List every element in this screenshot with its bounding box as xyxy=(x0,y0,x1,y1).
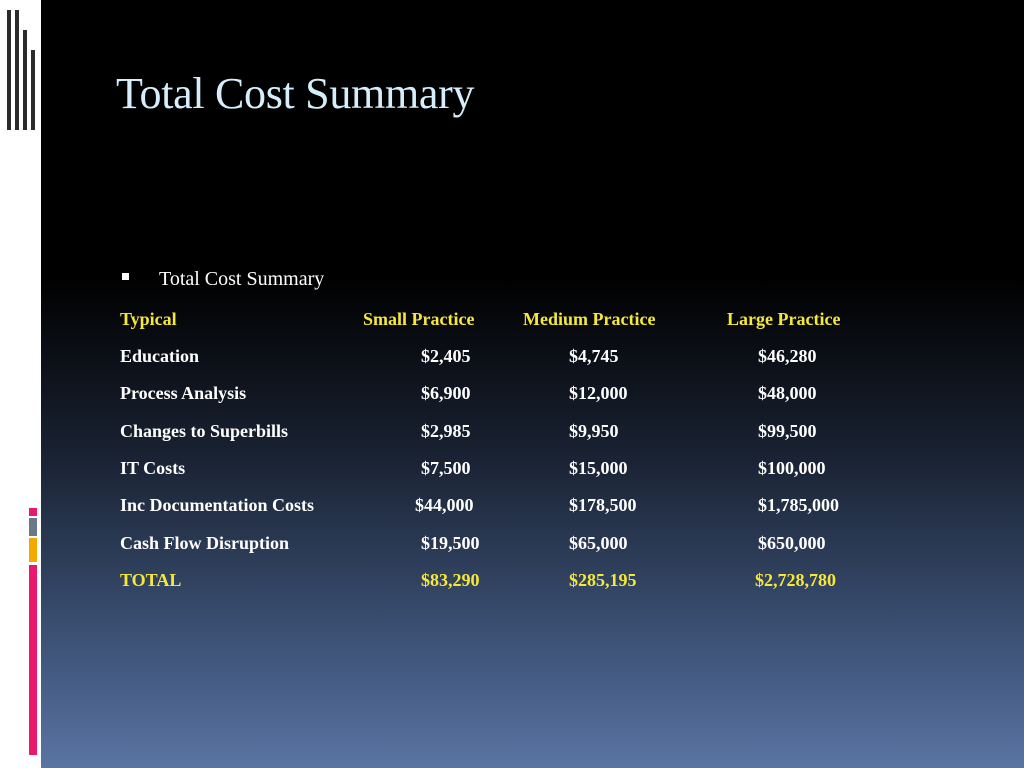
row-large: $650,000 xyxy=(758,533,826,553)
cost-table: Typical Small Practice Medium Practice L… xyxy=(41,0,1024,768)
row-label: Inc Documentation Costs xyxy=(120,495,315,515)
row-small: $44,000 xyxy=(415,495,474,515)
row-label: Process Analysis xyxy=(120,383,247,403)
total-label: TOTAL xyxy=(120,570,182,590)
row-small: $19,500 xyxy=(421,533,480,553)
row-large: $46,280 xyxy=(758,346,817,366)
row-large: $1,785,000 xyxy=(758,495,839,515)
row-medium: $12,000 xyxy=(569,383,628,403)
row-small: $2,405 xyxy=(421,346,471,366)
row-large: $48,000 xyxy=(758,383,817,403)
row-large: $100,000 xyxy=(758,458,826,478)
row-label: Cash Flow Disruption xyxy=(120,533,290,553)
total-medium: $285,195 xyxy=(569,570,637,590)
slide-content: Total Cost Summary Total Cost Summary Ty… xyxy=(41,0,1024,768)
slide-title: Total Cost Summary xyxy=(116,69,475,118)
left-decorative-strip xyxy=(0,0,41,768)
row-small: $6,900 xyxy=(421,383,471,403)
accent-bar-pink-top xyxy=(29,508,37,516)
row-label: IT Costs xyxy=(120,458,186,478)
header-typical: Typical xyxy=(120,309,177,329)
header-small-practice: Small Practice xyxy=(363,309,475,329)
row-label: Changes to Superbills xyxy=(120,421,289,441)
row-large: $99,500 xyxy=(758,421,817,441)
accent-bar-pink-long xyxy=(29,565,37,755)
total-small: $83,290 xyxy=(421,570,480,590)
header-medium-practice: Medium Practice xyxy=(523,309,656,329)
square-bullet-icon xyxy=(122,273,129,280)
row-medium: $4,745 xyxy=(569,346,619,366)
row-medium: $9,950 xyxy=(569,421,619,441)
row-medium: $178,500 xyxy=(569,495,637,515)
accent-bar-orange xyxy=(29,538,37,562)
bullet-text: Total Cost Summary xyxy=(159,268,325,290)
header-large-practice: Large Practice xyxy=(727,309,841,329)
row-small: $7,500 xyxy=(421,458,471,478)
accent-bar-gray xyxy=(29,518,37,536)
window-panes-icon xyxy=(7,10,35,130)
row-medium: $65,000 xyxy=(569,533,628,553)
total-large: $2,728,780 xyxy=(755,570,836,590)
row-small: $2,985 xyxy=(421,421,471,441)
row-medium: $15,000 xyxy=(569,458,628,478)
row-label: Education xyxy=(120,346,200,366)
